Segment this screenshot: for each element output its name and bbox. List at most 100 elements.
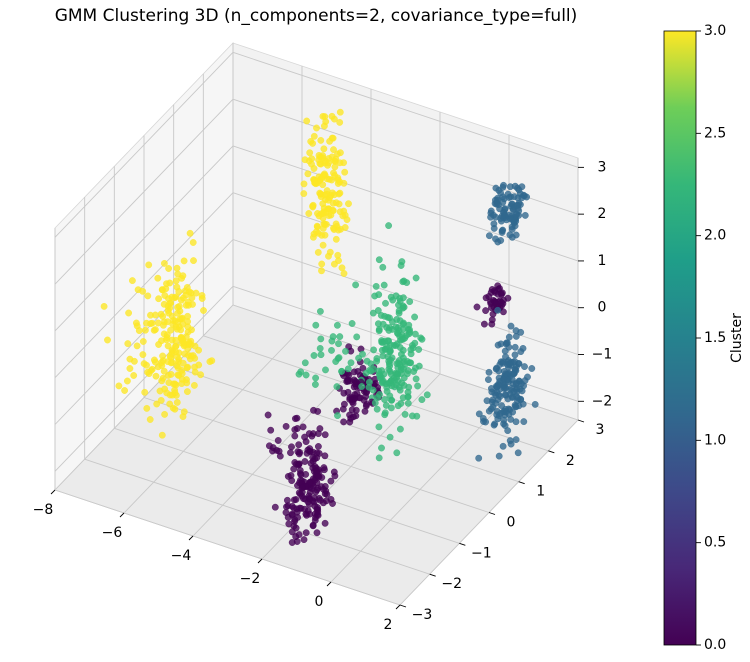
point-cluster-3 <box>330 260 338 268</box>
point-cluster-3 <box>332 235 340 243</box>
point-cluster-3 <box>100 302 108 310</box>
point-cluster-1 <box>512 211 520 219</box>
point-cluster-1 <box>485 368 493 376</box>
point-cluster-3 <box>300 180 308 188</box>
point-cluster-2 <box>401 410 409 418</box>
point-cluster-2 <box>412 364 419 372</box>
point-cluster-1 <box>512 403 520 411</box>
point-cluster-1 <box>487 385 495 392</box>
point-cluster-0 <box>300 536 308 543</box>
point-cluster-0 <box>276 452 284 460</box>
point-cluster-1 <box>508 384 515 392</box>
point-cluster-1 <box>511 343 519 351</box>
y-tick-label: 0 <box>507 515 516 531</box>
point-cluster-0 <box>488 286 496 293</box>
point-cluster-0 <box>327 477 335 485</box>
point-cluster-3 <box>319 241 327 249</box>
point-cluster-3 <box>182 301 190 309</box>
x-tick-mark <box>188 535 194 541</box>
point-cluster-1 <box>511 351 519 359</box>
point-cluster-3 <box>331 157 339 165</box>
point-cluster-2 <box>375 256 383 264</box>
point-cluster-3 <box>177 296 185 304</box>
point-cluster-0 <box>282 422 290 430</box>
point-cluster-1 <box>490 224 498 232</box>
point-cluster-1 <box>508 233 516 241</box>
point-cluster-3 <box>144 368 152 376</box>
point-cluster-0 <box>344 376 351 384</box>
point-cluster-1 <box>507 415 515 423</box>
point-cluster-2 <box>328 346 335 354</box>
grid-y-floor <box>173 366 519 483</box>
x-tick-label: −2 <box>240 571 261 587</box>
point-cluster-3 <box>164 318 172 326</box>
point-cluster-0 <box>302 529 310 537</box>
point-cluster-2 <box>386 314 393 322</box>
point-cluster-2 <box>385 357 393 365</box>
point-cluster-3 <box>191 368 199 376</box>
point-cluster-3 <box>311 179 318 187</box>
point-cluster-3 <box>318 267 325 275</box>
point-cluster-3 <box>128 277 136 284</box>
point-cluster-1 <box>480 418 487 425</box>
point-cluster-3 <box>200 307 207 314</box>
point-cluster-2 <box>335 340 342 348</box>
point-cluster-1 <box>485 407 493 415</box>
point-cluster-3 <box>165 265 173 272</box>
point-cluster-0 <box>309 521 317 529</box>
point-cluster-3 <box>301 156 309 164</box>
point-cluster-2 <box>347 359 355 367</box>
point-cluster-2 <box>365 383 373 391</box>
point-cluster-2 <box>418 396 426 403</box>
point-cluster-2 <box>394 329 401 337</box>
point-cluster-3 <box>158 431 166 439</box>
point-cluster-1 <box>514 394 522 402</box>
point-cluster-3 <box>345 200 352 208</box>
point-cluster-1 <box>518 387 526 395</box>
point-cluster-0 <box>269 444 277 451</box>
point-cluster-3 <box>177 326 185 334</box>
point-cluster-2 <box>394 364 402 371</box>
point-cluster-2 <box>328 337 336 345</box>
point-cluster-1 <box>504 427 512 434</box>
point-cluster-3 <box>130 372 138 379</box>
colorbar-label: Cluster <box>729 313 745 363</box>
point-cluster-3 <box>156 387 164 395</box>
point-cluster-0 <box>482 307 489 314</box>
point-cluster-3 <box>151 326 159 333</box>
point-cluster-2 <box>377 311 385 319</box>
point-cluster-2 <box>355 354 362 362</box>
point-cluster-0 <box>480 320 488 328</box>
z-tick-label: 2 <box>598 206 607 222</box>
point-cluster-1 <box>531 400 539 408</box>
point-cluster-3 <box>155 341 163 348</box>
point-cluster-3 <box>139 287 147 295</box>
point-cluster-1 <box>497 340 505 348</box>
point-cluster-3 <box>168 350 176 357</box>
point-cluster-1 <box>498 402 505 409</box>
point-cluster-1 <box>505 369 512 377</box>
point-cluster-2 <box>373 405 381 413</box>
point-cluster-0 <box>489 310 497 318</box>
point-cluster-3 <box>179 413 187 420</box>
point-cluster-1 <box>491 389 499 397</box>
grid-y-floor <box>54 489 401 606</box>
point-cluster-0 <box>303 511 310 519</box>
point-cluster-3 <box>330 146 337 154</box>
point-cluster-2 <box>379 378 386 386</box>
point-cluster-2 <box>415 346 423 353</box>
x-tick-label: −6 <box>102 525 123 541</box>
point-cluster-1 <box>505 343 513 351</box>
point-cluster-0 <box>308 485 316 492</box>
point-cluster-3 <box>305 210 313 217</box>
point-cluster-3 <box>145 261 153 269</box>
grid-z-side <box>54 192 234 379</box>
point-cluster-1 <box>521 211 529 219</box>
point-cluster-3 <box>126 365 134 372</box>
point-cluster-3 <box>336 149 344 157</box>
point-cluster-1 <box>499 358 507 366</box>
point-cluster-0 <box>314 430 322 437</box>
chart-title: GMM Clustering 3D (n_components=2, covar… <box>55 6 578 26</box>
point-cluster-3 <box>159 374 167 382</box>
point-cluster-2 <box>316 307 324 315</box>
